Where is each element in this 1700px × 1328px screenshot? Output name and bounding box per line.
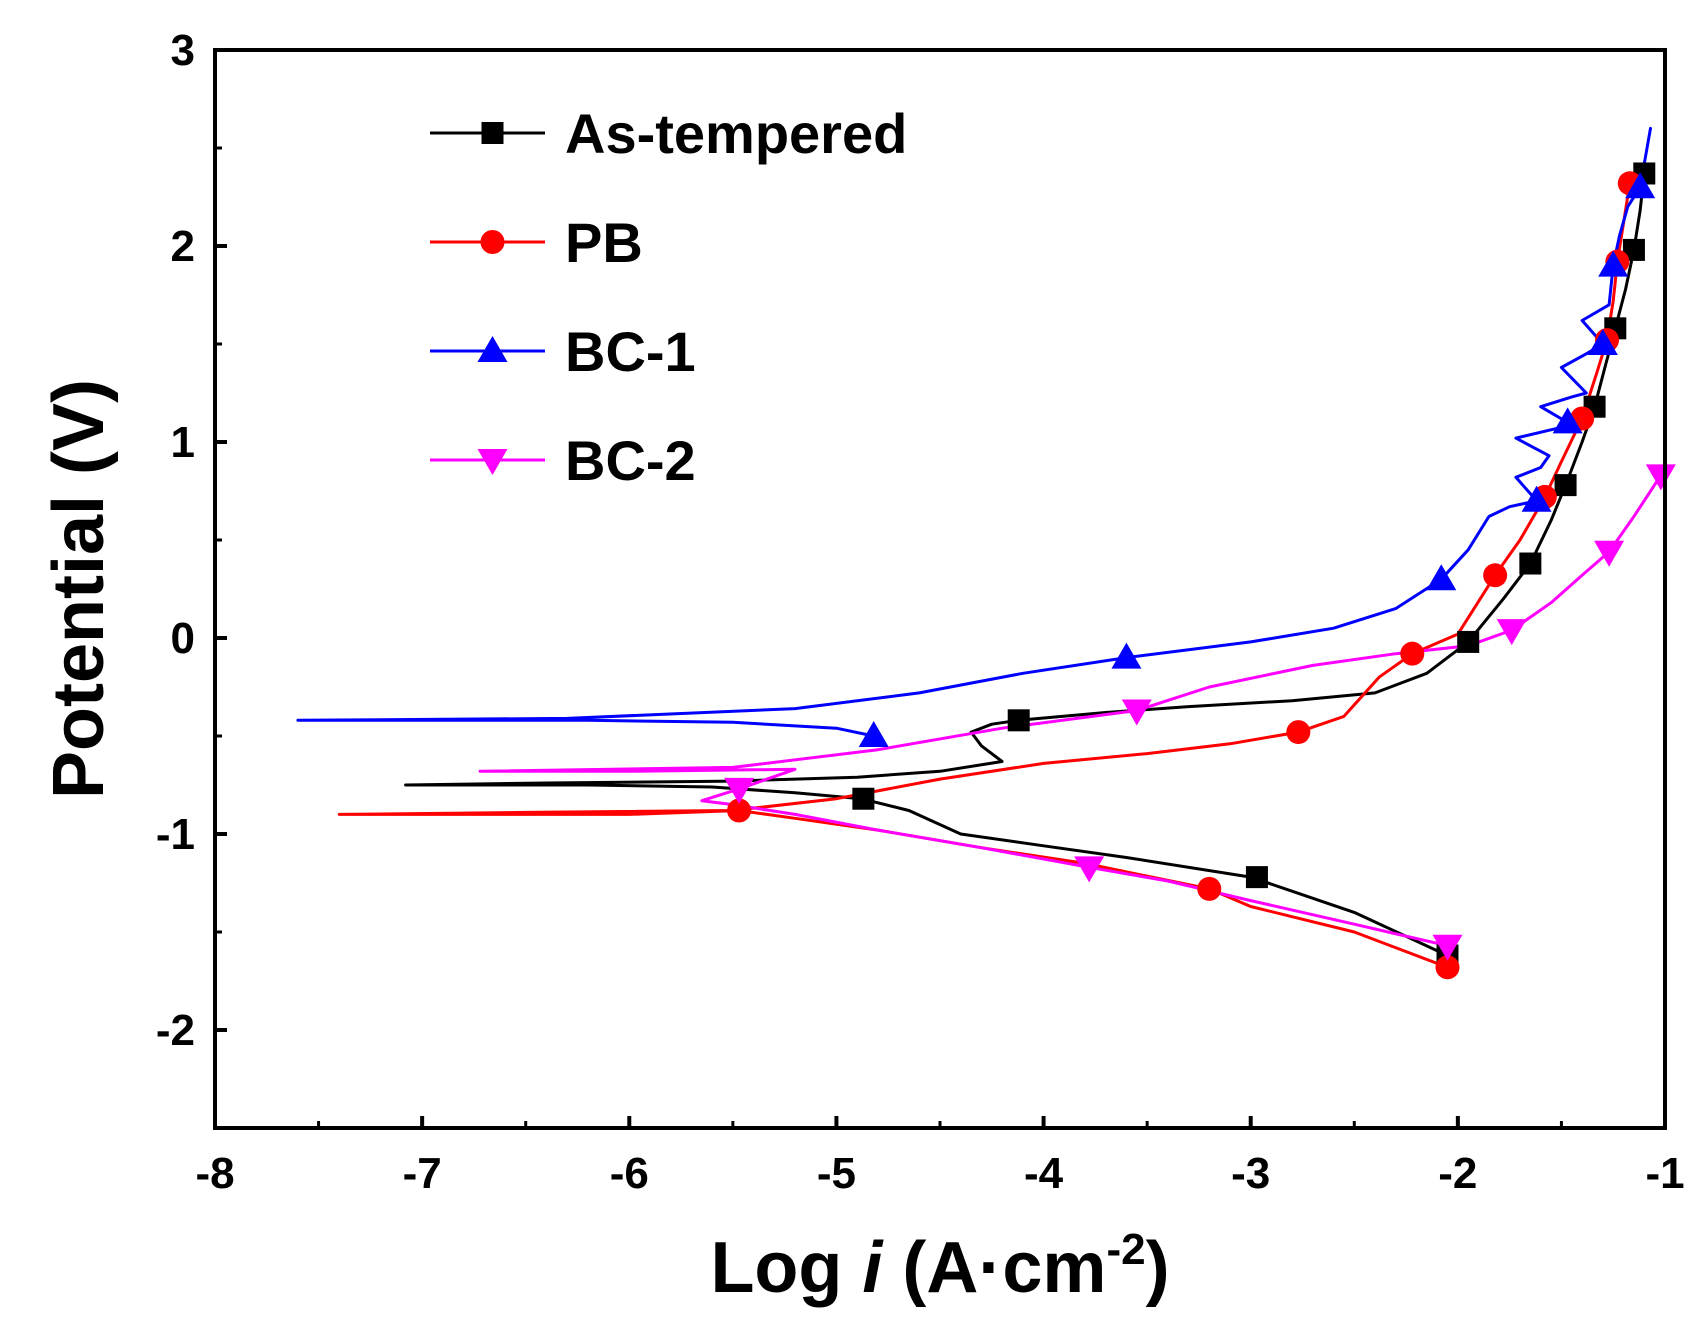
data-point-as-tempered <box>852 787 875 810</box>
x-axis-title-exponent: -2 <box>1106 1225 1145 1274</box>
x-axis-title-close: ) <box>1146 1228 1170 1308</box>
legend: As-tempered PB BC-1 BC-2 <box>430 102 907 492</box>
x-axis-title-variable: i <box>862 1228 884 1308</box>
data-point-as-tempered <box>1457 630 1480 653</box>
x-tick-label: -2 <box>1438 1149 1477 1198</box>
y-tick-label: -2 <box>156 1006 195 1055</box>
x-tick-label: -3 <box>1231 1149 1270 1198</box>
x-tick-label: -1 <box>1645 1149 1684 1198</box>
data-point-bc-1 <box>1587 329 1618 355</box>
data-point-pb <box>1400 641 1425 666</box>
data-point-bc-2 <box>1432 934 1463 961</box>
x-axis-title-unit: (A·cm <box>882 1228 1106 1308</box>
x-tick-label: -5 <box>817 1149 856 1198</box>
y-tick-label: 2 <box>171 222 195 271</box>
y-axis-title: Potential (V) <box>39 379 119 799</box>
data-point-bc-1 <box>1552 407 1583 434</box>
data-point-bc-2 <box>1594 540 1625 567</box>
data-point-bc-2 <box>1496 619 1527 646</box>
data-point-pb <box>1286 720 1311 745</box>
data-point-as-tempered <box>1245 866 1268 889</box>
legend-label-as-tempered: As-tempered <box>565 102 907 165</box>
x-axis-title: Log i (A·cm-2) <box>710 1225 1169 1308</box>
x-axis-title-prefix: Log <box>710 1228 862 1308</box>
data-point-bc-2 <box>724 777 755 804</box>
data-point-bc-1 <box>858 721 889 747</box>
axis-ticks: -8 -7 -6 -5 -4 -3 -2 -1 -2 -1 0 1 2 3 <box>156 26 1685 1198</box>
legend-label-bc-1: BC-1 <box>565 320 696 383</box>
x-tick-label: -6 <box>610 1149 649 1198</box>
data-point-bc-2 <box>1121 699 1152 726</box>
legend-marker-as-tempered <box>481 122 504 144</box>
y-tick-label: 3 <box>171 26 195 75</box>
legend-label-bc-2: BC-2 <box>565 429 696 492</box>
y-tick-label: -1 <box>156 810 195 859</box>
legend-marker-bc-1 <box>477 336 508 362</box>
y-tick-label: 1 <box>171 418 195 467</box>
data-point-as-tempered <box>1519 552 1542 575</box>
data-point-pb <box>1483 563 1508 588</box>
data-point-bc-1 <box>1521 485 1552 512</box>
x-tick-label: -7 <box>403 1149 442 1198</box>
data-point-as-tempered <box>1622 238 1645 261</box>
data-point-bc-1 <box>1598 250 1629 277</box>
data-point-pb <box>727 798 752 823</box>
data-point-pb <box>1435 955 1460 980</box>
x-tick-label: -8 <box>195 1149 234 1198</box>
data-point-bc-1 <box>1426 564 1457 591</box>
x-tick-label: -4 <box>1024 1149 1064 1198</box>
data-point-bc-1 <box>1111 642 1142 669</box>
legend-marker-pb <box>480 230 505 254</box>
data-point-bc-2 <box>1074 856 1105 883</box>
data-point-bc-2 <box>1645 464 1676 491</box>
legend-label-pb: PB <box>565 211 643 274</box>
series-markers <box>724 162 1676 980</box>
series-line-as-tempered <box>404 172 1646 957</box>
data-point-as-tempered <box>1554 474 1577 497</box>
series-line-bc-1 <box>296 126 1652 738</box>
legend-marker-bc-2 <box>477 449 508 475</box>
y-tick-label: 0 <box>171 614 195 663</box>
data-point-pb <box>1197 876 1222 901</box>
series-curves <box>296 126 1663 969</box>
data-point-as-tempered <box>1007 709 1030 732</box>
series-line-bc-2 <box>478 473 1663 948</box>
data-point-bc-1 <box>1625 172 1656 199</box>
